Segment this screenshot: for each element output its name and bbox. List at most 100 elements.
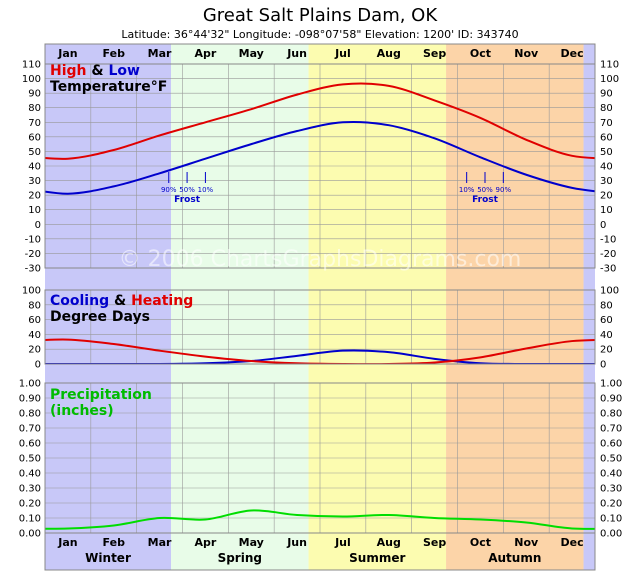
y-tick-label-left: 30 [28, 176, 41, 187]
month-label-top: Jun [286, 47, 307, 60]
watermark: © 2006 ChartsGraphsDiagrams.com [119, 247, 522, 272]
frost-pct-label: 90% [496, 186, 512, 194]
chart-title: Great Salt Plains Dam, OK [203, 5, 439, 26]
y-tick-label-left: 100 [22, 74, 41, 85]
y-tick-label-left: 0.10 [19, 514, 41, 525]
y-tick-label-left: -30 [25, 264, 41, 275]
y-tick-label-right: 30 [600, 176, 613, 187]
season-band [45, 44, 172, 570]
footer-strip-frame [44, 532, 596, 571]
season-label: Summer [349, 551, 405, 565]
legend-cooling: Cooling [50, 293, 109, 309]
month-label-bottom: Oct [470, 536, 491, 549]
y-tick-label-right: 0.80 [600, 409, 622, 420]
y-tick-label-left: 0.20 [19, 499, 41, 510]
y-tick-label-right: 60 [600, 132, 613, 143]
series-line-low [45, 120, 595, 195]
y-tick-label-left: 0.80 [19, 409, 41, 420]
header-strip-frame [44, 43, 596, 65]
y-tick-label-left: 10 [28, 205, 41, 216]
y-tick-label-right: 40 [600, 162, 613, 173]
y-tick-label-left: 60 [28, 132, 41, 143]
y-tick-label-right: 80 [600, 103, 613, 114]
season-label: Autumn [488, 551, 541, 565]
month-label-bottom: Feb [103, 536, 126, 549]
month-label-bottom: Mar [148, 536, 172, 549]
y-tick-label-right: 60 [600, 315, 613, 326]
month-label-bottom: Apr [195, 536, 217, 549]
y-tick-label-right: 80 [600, 300, 613, 311]
y-tick-label-right: 0.10 [600, 514, 622, 525]
y-tick-label-right: 110 [600, 60, 619, 71]
legend-amp-2: & [114, 293, 126, 309]
y-tick-label-left: 100 [22, 286, 41, 297]
frost-label-fall: Frost [472, 195, 499, 205]
month-label-bottom: Nov [514, 536, 539, 549]
month-label-top: Oct [470, 47, 491, 60]
legend-heating: Heating [131, 293, 193, 309]
y-tick-label-left: 90 [28, 89, 41, 100]
y-tick-label-right: 0.60 [600, 439, 622, 450]
y-tick-label-right: 0 [600, 220, 606, 231]
month-label-top: Nov [514, 47, 539, 60]
y-tick-label-left: 0.00 [19, 529, 41, 540]
season-band [171, 44, 309, 570]
frost-pct-label: 50% [179, 186, 195, 194]
y-tick-label-right: 10 [600, 205, 613, 216]
frost-pct-label: 50% [477, 186, 493, 194]
legend-low: Low [108, 63, 140, 79]
y-tick-label-right: 0.00 [600, 529, 622, 540]
month-label-bottom: Dec [561, 536, 584, 549]
dd-legend-line1: Cooling & Heating [50, 293, 193, 309]
y-tick-label-left: 0.90 [19, 394, 41, 405]
y-tick-label-left: 50 [28, 147, 41, 158]
y-tick-label-left: 0.40 [19, 469, 41, 480]
temp-legend-line1: High & Low [50, 63, 140, 79]
frost-pct-label: 10% [459, 186, 475, 194]
y-tick-label-left: -10 [25, 234, 41, 245]
temp-legend-line2: Temperature°F [50, 79, 167, 95]
y-tick-label-left: 80 [28, 103, 41, 114]
y-tick-label-left: 0.30 [19, 484, 41, 495]
precip-legend-line2: (inches) [50, 403, 114, 419]
y-tick-label-right: 100 [600, 74, 619, 85]
y-tick-label-left: 20 [28, 345, 41, 356]
y-tick-label-right: -10 [600, 234, 616, 245]
y-tick-label-right: -30 [600, 264, 616, 275]
panel-frame [44, 289, 596, 365]
legend-amp-1: & [91, 63, 103, 79]
y-tick-label-left: 40 [28, 162, 41, 173]
y-tick-label-right: 20 [600, 345, 613, 356]
month-label-bottom: May [239, 536, 264, 549]
month-label-top: Aug [377, 47, 401, 60]
y-tick-label-left: 1.00 [19, 379, 41, 390]
y-tick-label-right: 0.20 [600, 499, 622, 510]
month-label-top: Sep [423, 47, 446, 60]
y-tick-label-right: 40 [600, 330, 613, 341]
legend-high: High [50, 63, 87, 79]
y-tick-label-left: 20 [28, 191, 41, 202]
month-label-bottom: Aug [377, 536, 401, 549]
month-label-bottom: Jan [57, 536, 77, 549]
y-tick-label-left: -20 [25, 249, 41, 260]
dd-legend-line2: Degree Days [50, 309, 150, 325]
y-tick-label-left: 0 [35, 220, 41, 231]
y-tick-label-right: 0.30 [600, 484, 622, 495]
y-tick-label-right: 70 [600, 118, 613, 129]
month-label-bottom: Jun [286, 536, 307, 549]
month-label-top: May [239, 47, 264, 60]
season-band [583, 44, 595, 570]
y-tick-label-right: 20 [600, 191, 613, 202]
season-label: Spring [218, 551, 262, 565]
month-label-bottom: Jul [334, 536, 351, 549]
y-tick-label-left: 60 [28, 315, 41, 326]
month-label-bottom: Sep [423, 536, 446, 549]
y-tick-label-right: 1.00 [600, 379, 622, 390]
month-label-top: Jan [57, 47, 77, 60]
month-label-top: Feb [103, 47, 126, 60]
month-label-top: Jul [334, 47, 351, 60]
y-tick-label-right: 50 [600, 147, 613, 158]
y-tick-label-right: 0.50 [600, 454, 622, 465]
